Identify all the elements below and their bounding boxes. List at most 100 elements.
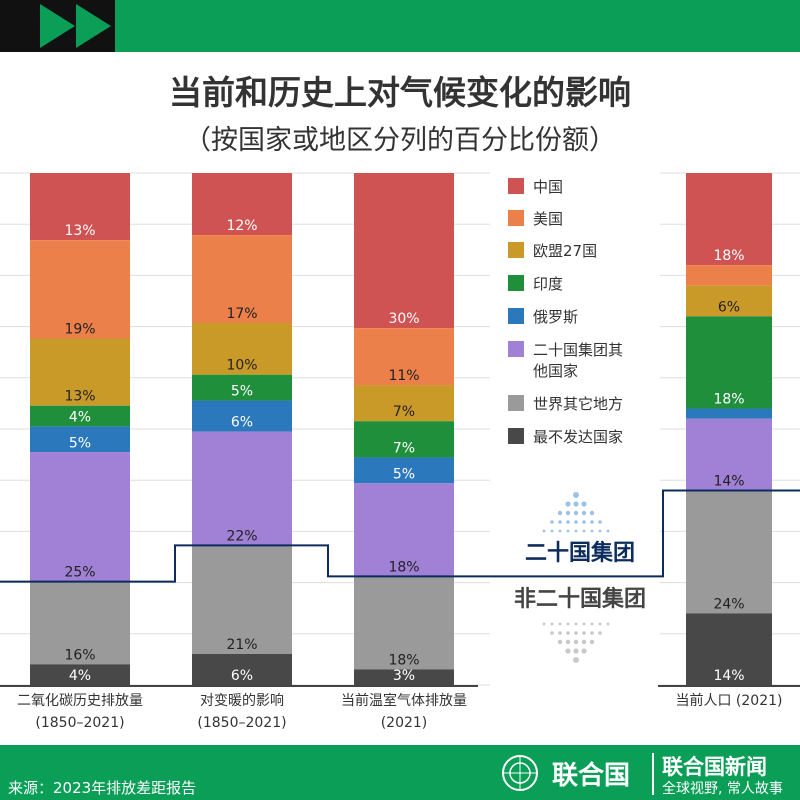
legend-swatch bbox=[508, 308, 524, 324]
g20-dot-icon bbox=[573, 501, 579, 507]
non-g20-dot-icon bbox=[589, 639, 595, 645]
g20-dot-icon bbox=[557, 510, 563, 516]
bar-segment bbox=[192, 322, 292, 375]
non-g20-dot-icon bbox=[558, 622, 562, 626]
data-label: 5% bbox=[393, 466, 415, 482]
data-label: 25% bbox=[64, 565, 95, 581]
bar-segment bbox=[192, 545, 292, 654]
bar-segment bbox=[686, 265, 772, 286]
bar-segment bbox=[354, 328, 454, 386]
g20-dot-icon bbox=[565, 501, 571, 507]
data-label: 24% bbox=[713, 596, 744, 612]
bar-segment bbox=[686, 408, 772, 419]
legend-label: 二十国集团其 bbox=[533, 341, 623, 359]
legend-label: 最不发达国家 bbox=[533, 428, 623, 446]
data-label: 18% bbox=[388, 652, 419, 668]
data-label: 4% bbox=[69, 409, 91, 425]
category-label: 二氧化碳历史排放量 bbox=[17, 693, 143, 709]
bar-segment bbox=[686, 613, 772, 685]
legend-swatch bbox=[508, 210, 524, 226]
legend-label: 俄罗斯 bbox=[533, 308, 578, 326]
bar-segment bbox=[30, 664, 130, 685]
non-g20-dot-icon bbox=[566, 622, 570, 626]
non-g20-dot-icon bbox=[542, 622, 546, 626]
legend-label: 世界其它地方 bbox=[533, 395, 623, 413]
bar-segment bbox=[30, 426, 130, 453]
non-g20-dot-icon bbox=[550, 622, 554, 626]
non-g20-dot-icon bbox=[557, 639, 563, 645]
data-label: 4% bbox=[69, 668, 91, 684]
g20-dot-icon bbox=[582, 529, 586, 533]
bar-segment bbox=[30, 452, 130, 582]
non-g20-dot-icon bbox=[565, 639, 571, 645]
source-text: 来源：2023年排放差距报告 bbox=[8, 779, 197, 797]
data-label: 5% bbox=[69, 435, 91, 451]
data-label: 6% bbox=[718, 299, 740, 315]
non-g20-dot-icon bbox=[550, 631, 554, 635]
bar-segment bbox=[192, 173, 292, 236]
legend-label: 印度 bbox=[533, 275, 563, 293]
bar-segment bbox=[192, 431, 292, 546]
g20-dot-icon bbox=[581, 501, 587, 507]
non-g20-dot-icon bbox=[581, 648, 587, 654]
data-label: 11% bbox=[388, 368, 419, 384]
bar-segment bbox=[192, 400, 292, 432]
chart-title: 当前和历史上对气候变化的影响 bbox=[169, 73, 631, 112]
data-label: 7% bbox=[393, 440, 415, 456]
legend-label: 中国 bbox=[533, 178, 563, 196]
g20-dot-icon bbox=[590, 520, 594, 524]
legend-label: 欧盟27国 bbox=[533, 242, 597, 260]
stacked-bar-chart: 13% 19% 13% 4% 5% 25% 16% 4% 二氧化碳历史排放量 (1850–2021… bbox=[0, 172, 800, 731]
bar-segment bbox=[354, 669, 454, 685]
divider bbox=[652, 753, 654, 795]
data-label: 17% bbox=[226, 306, 257, 322]
data-label: 30% bbox=[388, 311, 419, 327]
legend-swatch bbox=[508, 341, 524, 357]
legend-label: 美国 bbox=[533, 210, 563, 228]
g20-dot-icon bbox=[558, 529, 562, 533]
category-label: 当前人口 (2021) bbox=[675, 692, 782, 709]
bar-segment bbox=[686, 316, 772, 409]
data-label: 5% bbox=[231, 384, 253, 400]
footer: 来源：2023年排放差距报告 联合国 联合国新闻 全球视野, 常人故事 bbox=[0, 745, 800, 800]
data-label: 19% bbox=[64, 321, 95, 337]
data-label: 18% bbox=[713, 248, 744, 264]
data-label: 7% bbox=[393, 404, 415, 420]
legend-swatch bbox=[508, 428, 524, 444]
bar-segment bbox=[192, 374, 292, 401]
bar-segment bbox=[30, 405, 130, 427]
category-label: (1850–2021) bbox=[35, 715, 124, 731]
g20-dot-icon bbox=[574, 529, 578, 533]
category-label: 对变暖的影响 bbox=[200, 693, 284, 709]
data-label: 12% bbox=[226, 218, 257, 234]
data-label: 21% bbox=[226, 637, 257, 653]
data-label: 22% bbox=[226, 528, 257, 544]
data-label: 18% bbox=[713, 392, 744, 408]
non-g20-dot-icon bbox=[566, 631, 570, 635]
non-g20-annotation: 非二十国集团 bbox=[514, 586, 646, 612]
un-news: 联合国新闻 bbox=[662, 755, 767, 779]
g20-dot-icon bbox=[589, 510, 595, 516]
data-label: 10% bbox=[226, 358, 257, 374]
g20-dot-icon bbox=[581, 510, 587, 516]
non-g20-dot-icon bbox=[582, 622, 586, 626]
data-label: 18% bbox=[388, 559, 419, 575]
bar-segment bbox=[354, 421, 454, 458]
data-label: 13% bbox=[64, 223, 95, 239]
category-label: (1850–2021) bbox=[197, 715, 286, 731]
bar-segment bbox=[30, 240, 130, 339]
non-g20-dot-icon bbox=[573, 639, 579, 645]
non-g20-dot-icon bbox=[590, 622, 594, 626]
data-label: 6% bbox=[231, 415, 253, 431]
bar-segment bbox=[686, 173, 772, 266]
non-g20-dot-icon bbox=[581, 639, 587, 645]
triangle-icon bbox=[40, 4, 75, 48]
non-g20-dot-icon bbox=[606, 622, 610, 626]
g20-dot-icon bbox=[558, 520, 562, 524]
non-g20-dot-icon bbox=[574, 622, 578, 626]
bar-segment bbox=[192, 653, 292, 685]
non-g20-dot-icon bbox=[598, 631, 602, 635]
non-g20-dot-icon bbox=[590, 631, 594, 635]
non-g20-dot-icon bbox=[574, 631, 578, 635]
non-g20-dot-icon bbox=[598, 622, 602, 626]
